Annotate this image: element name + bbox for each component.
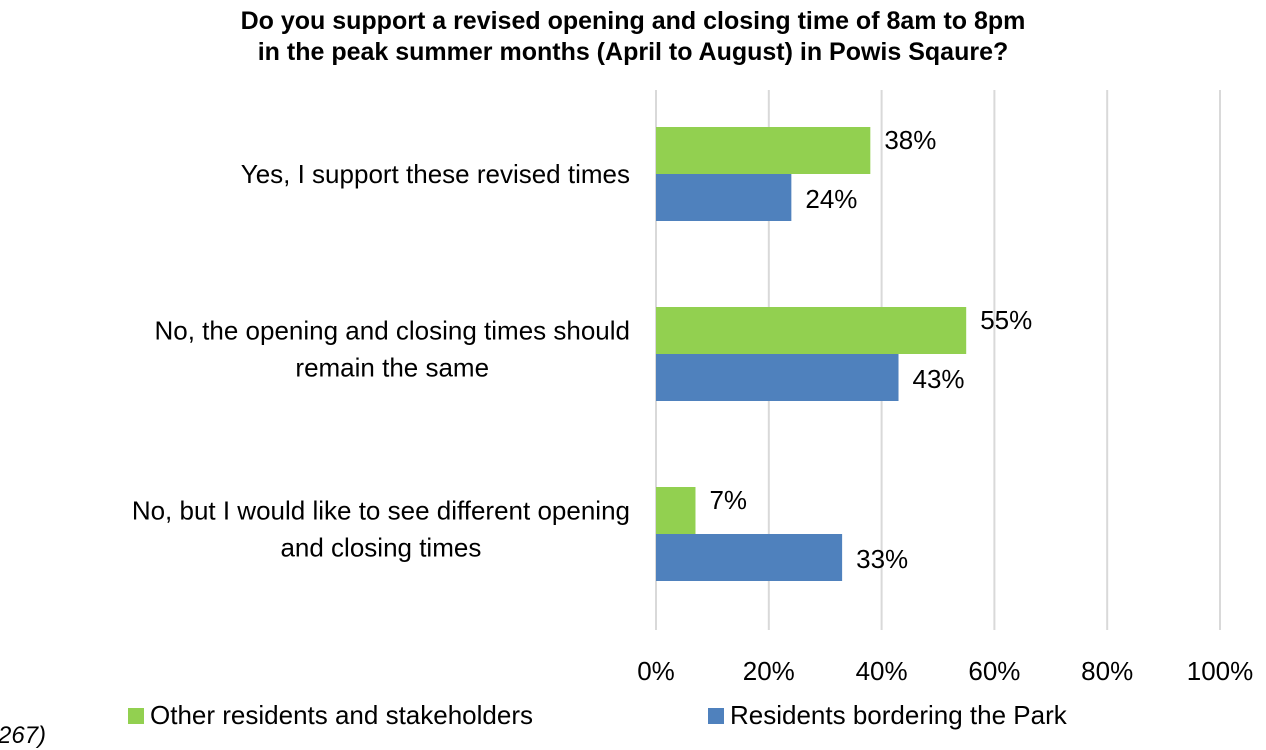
data-label: 7% xyxy=(709,485,747,515)
data-label: 24% xyxy=(805,184,857,214)
x-tick-label: 0% xyxy=(637,656,675,686)
bar xyxy=(656,127,871,174)
category-label: No, but I would like to see different op… xyxy=(132,496,630,526)
x-tick-label: 40% xyxy=(856,656,908,686)
legend-swatch xyxy=(708,708,724,724)
category-label: remain the same xyxy=(295,353,489,383)
data-label: 33% xyxy=(856,544,908,574)
data-label: 38% xyxy=(884,125,936,155)
x-tick-label: 60% xyxy=(968,656,1020,686)
data-label: 43% xyxy=(913,364,965,394)
legend-label: Other residents and stakeholders xyxy=(150,700,533,730)
bar xyxy=(656,354,899,401)
bar xyxy=(656,307,967,354)
x-tick-label: 80% xyxy=(1081,656,1133,686)
category-label: and closing times xyxy=(280,533,481,563)
category-label: No, the opening and closing times should xyxy=(154,316,630,346)
x-tick-label: 100% xyxy=(1187,656,1254,686)
cropped-text-fragment: 267) xyxy=(0,722,47,749)
bar xyxy=(656,487,696,534)
legend-label: Residents bordering the Park xyxy=(730,700,1068,730)
chart-title: Do you support a revised opening and clo… xyxy=(240,7,1026,66)
x-tick-label: 20% xyxy=(743,656,795,686)
bar xyxy=(656,534,843,581)
bar xyxy=(656,174,792,221)
legend-swatch xyxy=(128,708,144,724)
category-label: Yes, I support these revised times xyxy=(241,159,630,189)
data-label: 55% xyxy=(980,305,1032,335)
